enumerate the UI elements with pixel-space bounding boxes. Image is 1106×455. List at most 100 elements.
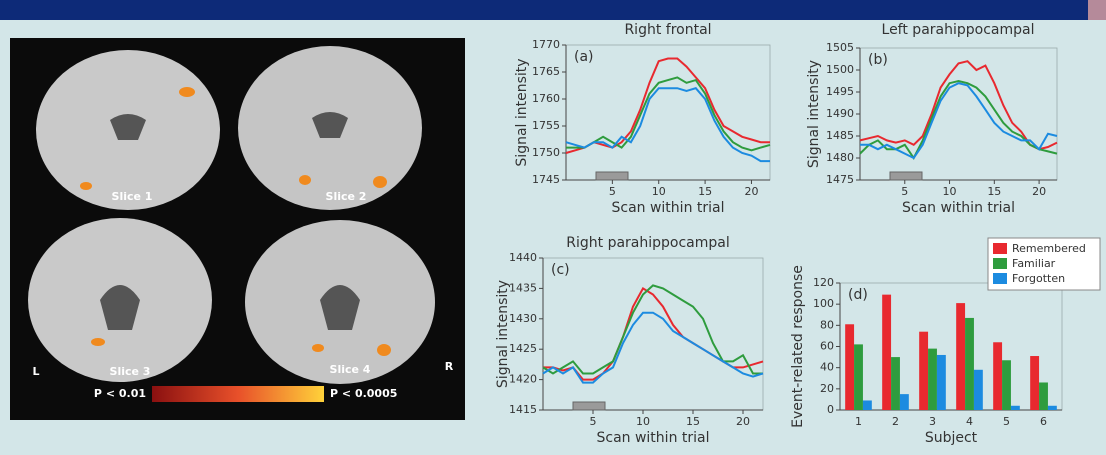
bar <box>1030 356 1039 410</box>
bar <box>891 357 900 410</box>
y-axis-label: Signal intensity <box>806 60 822 168</box>
bar <box>974 370 983 410</box>
y-tick-label: 80 <box>820 318 834 331</box>
x-tick-label: 20 <box>736 415 750 428</box>
y-tick-label: 1765 <box>532 65 560 78</box>
bar <box>928 349 937 410</box>
y-tick-label: 1430 <box>509 312 537 325</box>
bar <box>882 295 891 410</box>
left-label: L <box>32 365 39 378</box>
bar <box>956 303 965 410</box>
x-tick-label: 5 <box>901 185 908 198</box>
slice-label: Slice 3 <box>110 365 151 378</box>
x-tick-label: 3 <box>929 415 936 428</box>
panel-label: (b) <box>868 52 888 68</box>
stimulus-bar <box>573 402 605 410</box>
legend-label: Familiar <box>1012 257 1056 270</box>
x-tick-label: 20 <box>1032 185 1046 198</box>
color-scale <box>152 386 324 402</box>
legend-swatch <box>993 273 1007 284</box>
panel-label: (c) <box>551 262 570 278</box>
y-axis-label: Event-related response <box>790 265 806 428</box>
y-axis-label: Signal intensity <box>514 58 530 166</box>
bar <box>863 400 872 410</box>
chart-title: Left parahippocampal <box>882 22 1035 38</box>
bar <box>1048 406 1057 410</box>
y-tick-label: 1425 <box>509 342 537 355</box>
bar <box>1011 406 1020 410</box>
bar <box>1002 360 1011 410</box>
scale-high-label: P < 0.0005 <box>330 387 397 400</box>
panel-label: (d) <box>848 287 868 303</box>
y-tick-label: 1505 <box>826 41 854 54</box>
y-tick-label: 1495 <box>826 85 854 98</box>
bar <box>845 324 854 410</box>
x-axis-label: Scan within trial <box>902 200 1015 216</box>
bar <box>965 318 974 410</box>
panel-label: (a) <box>574 49 594 65</box>
legend-label: Forgotten <box>1012 272 1065 285</box>
y-axis-label: Signal intensity <box>495 280 511 388</box>
x-axis-label: Subject <box>925 430 978 446</box>
activation <box>179 87 195 97</box>
y-tick-label: 1435 <box>509 281 537 294</box>
y-tick-label: 1440 <box>509 251 537 264</box>
x-tick-label: 5 <box>1003 415 1010 428</box>
x-tick-label: 20 <box>744 185 758 198</box>
x-tick-label: 6 <box>1040 415 1047 428</box>
x-tick-label: 15 <box>686 415 700 428</box>
chart-title: Right frontal <box>624 22 711 38</box>
brain-panel: Slice 1 Slice 2 Slice 3 Slice 4 L R P < … <box>10 38 465 420</box>
activation <box>299 175 311 185</box>
slide: Slice 1 Slice 2 Slice 3 Slice 4 L R P < … <box>0 0 1106 455</box>
bar <box>900 394 909 410</box>
x-tick-label: 1 <box>855 415 862 428</box>
stimulus-bar <box>596 172 628 180</box>
y-tick-label: 20 <box>820 382 834 395</box>
x-axis-label: Scan within trial <box>596 430 709 446</box>
scale-low-label: P < 0.01 <box>94 387 146 400</box>
bar <box>854 344 863 410</box>
slice-label: Slice 4 <box>330 363 371 376</box>
y-tick-label: 1420 <box>509 373 537 386</box>
x-tick-label: 5 <box>590 415 597 428</box>
y-tick-label: 1480 <box>826 151 854 164</box>
legend-swatch <box>993 243 1007 254</box>
activation <box>373 176 387 188</box>
y-tick-label: 100 <box>813 297 834 310</box>
activation <box>312 344 324 352</box>
y-tick-label: 1500 <box>826 63 854 76</box>
bar <box>919 332 928 410</box>
y-tick-label: 1490 <box>826 107 854 120</box>
right-label: R <box>445 360 454 373</box>
x-axis-label: Scan within trial <box>611 200 724 216</box>
y-tick-label: 1760 <box>532 92 560 105</box>
x-tick-label: 15 <box>987 185 1001 198</box>
bar <box>993 342 1002 410</box>
bar <box>937 355 946 410</box>
legend-label: Remembered <box>1012 242 1086 255</box>
activation <box>377 344 391 356</box>
stimulus-bar <box>890 172 922 180</box>
chart-title: Right parahippocampal <box>566 235 730 251</box>
bar <box>1039 382 1048 410</box>
y-tick-label: 1755 <box>532 119 560 132</box>
y-tick-label: 40 <box>820 361 834 374</box>
x-tick-label: 2 <box>892 415 899 428</box>
legend-swatch <box>993 258 1007 269</box>
x-tick-label: 10 <box>636 415 650 428</box>
y-tick-label: 1750 <box>532 146 560 159</box>
corner-decoration <box>1088 0 1106 20</box>
y-tick-label: 1745 <box>532 173 560 186</box>
y-tick-label: 1415 <box>509 403 537 416</box>
x-tick-label: 15 <box>698 185 712 198</box>
y-tick-label: 1770 <box>532 38 560 51</box>
y-tick-label: 0 <box>827 403 834 416</box>
activation <box>80 182 92 190</box>
y-tick-label: 120 <box>813 276 834 289</box>
x-tick-label: 4 <box>966 415 973 428</box>
slice-label: Slice 2 <box>326 190 367 203</box>
activation <box>91 338 105 346</box>
y-tick-label: 1485 <box>826 129 854 142</box>
y-tick-label: 60 <box>820 340 834 353</box>
